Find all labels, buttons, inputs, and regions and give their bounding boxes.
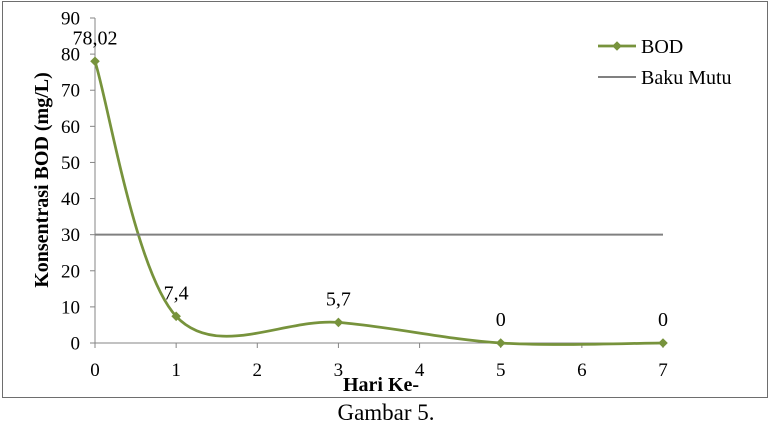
x-tick-label: 1 — [171, 360, 181, 381]
data-label-bod: 78,02 — [73, 27, 118, 49]
series-bod: 78,02 7,4 5,7 0 0 — [73, 27, 668, 348]
data-point-bod — [171, 311, 181, 322]
x-axis-label: Hari Ke- — [343, 374, 419, 396]
axes: 0 10 20 30 40 50 60 70 80 90 0 1 2 3 4 5 6 7 — [61, 9, 668, 382]
x-tick-label: 4 — [415, 360, 425, 381]
y-tick-label: 10 — [61, 297, 80, 318]
data-label-bod: 5,7 — [326, 288, 351, 310]
data-point-bod — [333, 317, 344, 328]
x-tick-label: 6 — [577, 360, 587, 381]
y-tick-label: 70 — [61, 81, 80, 102]
legend-item-bod: BOD — [598, 36, 683, 58]
x-tick-label: 0 — [90, 360, 100, 381]
y-tick-label: 50 — [61, 153, 80, 174]
legend: BOD Baku Mutu — [598, 36, 732, 89]
diamond-marker-icon — [612, 41, 622, 51]
x-tick-label: 7 — [658, 360, 668, 381]
data-point-bod — [658, 338, 668, 348]
y-tick-label: 40 — [61, 189, 80, 210]
data-point-bod — [90, 56, 100, 67]
data-label-bod: 7,4 — [164, 282, 189, 304]
data-point-bod — [495, 338, 506, 348]
legend-item-baku-mutu: Baku Mutu — [598, 67, 732, 89]
y-tick-label: 0 — [71, 334, 81, 355]
figure-caption: Gambar 5. — [337, 400, 434, 423]
x-tick-label: 3 — [334, 360, 344, 381]
data-label-bod: 0 — [496, 309, 506, 331]
chart-frame — [2, 1, 768, 398]
data-label-bod: 0 — [658, 309, 668, 331]
y-tick-label: 80 — [61, 45, 80, 66]
y-axis-label: Konsentrasi BOD (mg/L) — [31, 72, 53, 288]
series-line-bod — [93, 60, 664, 346]
y-tick-label: 20 — [61, 261, 80, 282]
plot-area: 78,02 7,4 5,7 0 0 — [73, 27, 668, 348]
y-tick-label: 60 — [61, 117, 80, 138]
y-tick-label: 90 — [61, 9, 80, 30]
legend-label-baku-mutu: Baku Mutu — [641, 67, 732, 89]
x-tick-label: 2 — [253, 360, 263, 381]
y-tick-label: 30 — [61, 225, 80, 246]
legend-label-bod: BOD — [641, 36, 683, 58]
x-tick-label: 5 — [496, 360, 506, 381]
